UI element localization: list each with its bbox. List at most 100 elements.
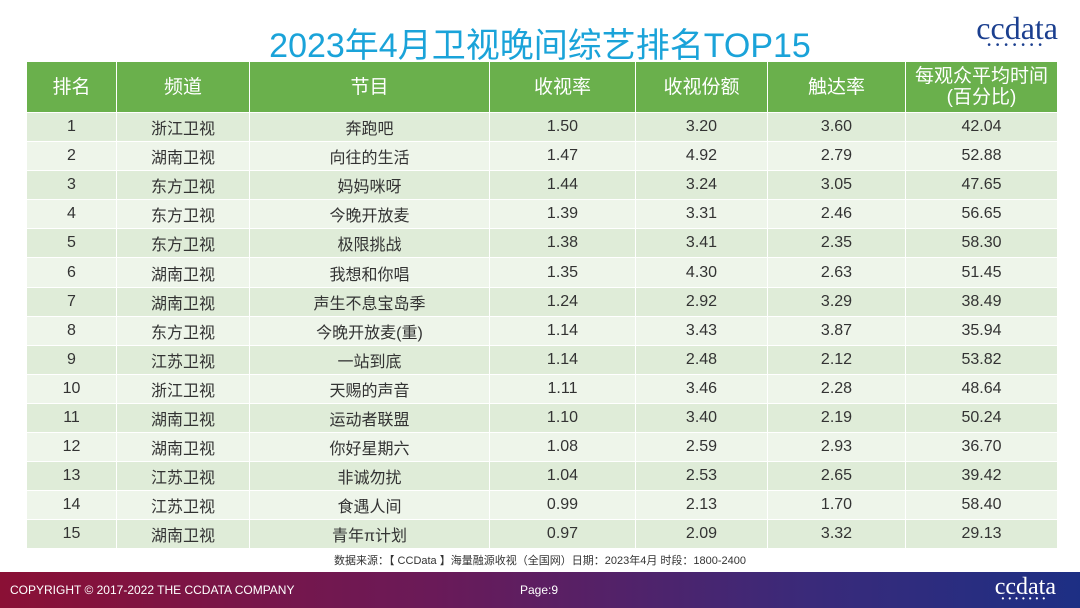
logo-dots: ••••••• xyxy=(987,40,1047,51)
header-reach: 触达率 xyxy=(768,62,906,112)
footer-logo-text: ccdata xyxy=(994,574,1056,600)
program-cell: 我想和你唱 xyxy=(250,257,490,287)
channel-cell: 东方卫视 xyxy=(117,199,250,229)
table-row: 7 湖南卫视 声生不息宝岛季 1.24 2.92 3.29 38.49 xyxy=(27,286,1057,316)
program-cell: 运动者联盟 xyxy=(250,402,490,433)
reach-cell: 2.12 xyxy=(768,344,906,374)
channel-cell: 湖南卫视 xyxy=(117,286,250,316)
footer-bar: COPYRIGHT © 2017-2022 THE CCDATA COMPANY… xyxy=(0,572,1080,608)
table-row: 1 浙江卫视 奔跑吧 1.50 3.20 3.60 42.04 xyxy=(27,112,1057,142)
avg-time-cell: 38.49 xyxy=(906,286,1057,316)
rating-cell: 1.04 xyxy=(490,461,636,491)
program-cell: 今晚开放麦 xyxy=(250,199,490,229)
reach-cell: 1.70 xyxy=(768,490,906,520)
share-cell: 4.30 xyxy=(636,257,768,287)
rank-cell: 9 xyxy=(27,344,117,374)
header-program: 节目 xyxy=(250,62,490,112)
reach-cell: 3.60 xyxy=(768,112,906,142)
page-title: 2023年4月卫视晚间综艺排名TOP15 xyxy=(269,27,811,65)
rating-cell: 1.39 xyxy=(490,199,636,229)
avg-time-cell: 42.04 xyxy=(906,112,1057,142)
reach-cell: 2.35 xyxy=(768,228,906,258)
channel-cell: 浙江卫视 xyxy=(117,373,250,403)
share-cell: 3.43 xyxy=(636,315,768,345)
avg-time-cell: 35.94 xyxy=(906,315,1057,345)
program-cell: 向往的生活 xyxy=(250,141,490,171)
avg-time-cell: 50.24 xyxy=(906,402,1057,433)
rank-cell: 6 xyxy=(27,257,117,287)
table-row: 11 湖南卫视 运动者联盟 1.10 3.40 2.19 50.24 xyxy=(27,402,1057,433)
table-row: 3 东方卫视 妈妈咪呀 1.44 3.24 3.05 47.65 xyxy=(27,170,1057,200)
footer-logo-dots: ••••••• xyxy=(1001,594,1050,603)
share-cell: 3.20 xyxy=(636,112,768,142)
table-row: 2 湖南卫视 向往的生活 1.47 4.92 2.79 52.88 xyxy=(27,141,1057,171)
rating-cell: 1.11 xyxy=(490,373,636,403)
data-source-note: 数据来源：【 CCData 】海量融源收视（全国网）日期：2023年4月 时段：… xyxy=(334,555,746,567)
ccdata-logo: ccdata ••••••• xyxy=(976,12,1058,51)
reach-cell: 2.63 xyxy=(768,257,906,287)
avg-time-cell: 47.65 xyxy=(906,170,1057,200)
channel-cell: 江苏卫视 xyxy=(117,344,250,374)
header-share: 收视份额 xyxy=(636,62,768,112)
reach-cell: 2.19 xyxy=(768,402,906,433)
rating-cell: 0.97 xyxy=(490,519,636,549)
rank-cell: 2 xyxy=(27,141,117,171)
share-cell: 4.92 xyxy=(636,141,768,171)
program-cell: 极限挑战 xyxy=(250,228,490,258)
rating-cell: 1.44 xyxy=(490,170,636,200)
channel-cell: 东方卫视 xyxy=(117,315,250,345)
channel-cell: 湖南卫视 xyxy=(117,141,250,171)
rank-cell: 8 xyxy=(27,315,117,345)
reach-cell: 2.46 xyxy=(768,199,906,229)
channel-cell: 湖南卫视 xyxy=(117,257,250,287)
header-avg-time-line2: (百分比) xyxy=(946,87,1017,108)
reach-cell: 3.29 xyxy=(768,286,906,316)
program-cell: 食遇人间 xyxy=(250,490,490,520)
channel-cell: 浙江卫视 xyxy=(117,112,250,142)
rank-cell: 10 xyxy=(27,373,117,403)
table-row: 10 浙江卫视 天赐的声音 1.11 3.46 2.28 48.64 xyxy=(27,373,1057,403)
copyright-text: COPYRIGHT © 2017-2022 THE CCDATA COMPANY xyxy=(10,583,295,597)
avg-time-cell: 48.64 xyxy=(906,373,1057,403)
share-cell: 2.92 xyxy=(636,286,768,316)
footer-logo: ccdata ••••••• xyxy=(995,574,1056,603)
channel-cell: 湖南卫视 xyxy=(117,519,250,549)
reach-cell: 2.93 xyxy=(768,432,906,462)
table-header-row: 排名 频道 节目 收视率 收视份额 触达率 每观众平均时间 (百分比) xyxy=(27,62,1057,112)
reach-cell: 3.05 xyxy=(768,170,906,200)
logo-text: ccdata xyxy=(976,10,1058,46)
program-cell: 非诚勿扰 xyxy=(250,461,490,491)
rank-cell: 12 xyxy=(27,432,117,462)
share-cell: 3.31 xyxy=(636,199,768,229)
avg-time-cell: 58.40 xyxy=(906,490,1057,520)
avg-time-cell: 36.70 xyxy=(906,432,1057,462)
rating-cell: 1.08 xyxy=(490,432,636,462)
avg-time-cell: 53.82 xyxy=(906,344,1057,374)
header-avg-time: 每观众平均时间 (百分比) xyxy=(906,62,1057,112)
share-cell: 2.53 xyxy=(636,461,768,491)
channel-cell: 江苏卫视 xyxy=(117,461,250,491)
table-row: 4 东方卫视 今晚开放麦 1.39 3.31 2.46 56.65 xyxy=(27,199,1057,229)
share-cell: 2.48 xyxy=(636,344,768,374)
reach-cell: 3.87 xyxy=(768,315,906,345)
reach-cell: 2.79 xyxy=(768,141,906,171)
table-row: 5 东方卫视 极限挑战 1.38 3.41 2.35 58.30 xyxy=(27,228,1057,258)
rank-cell: 13 xyxy=(27,461,117,491)
share-cell: 3.41 xyxy=(636,228,768,258)
table-row: 14 江苏卫视 食遇人间 0.99 2.13 1.70 58.40 xyxy=(27,490,1057,520)
table-row: 8 东方卫视 今晚开放麦(重) 1.14 3.43 3.87 35.94 xyxy=(27,315,1057,345)
rank-cell: 4 xyxy=(27,199,117,229)
program-cell: 青年π计划 xyxy=(250,519,490,549)
header-channel: 频道 xyxy=(117,62,250,112)
reach-cell: 3.32 xyxy=(768,519,906,549)
rating-cell: 1.47 xyxy=(490,141,636,171)
rating-cell: 1.10 xyxy=(490,402,636,433)
avg-time-cell: 56.65 xyxy=(906,199,1057,229)
rank-cell: 7 xyxy=(27,286,117,316)
avg-time-cell: 52.88 xyxy=(906,141,1057,171)
rating-cell: 1.24 xyxy=(490,286,636,316)
avg-time-cell: 51.45 xyxy=(906,257,1057,287)
table-row: 6 湖南卫视 我想和你唱 1.35 4.30 2.63 51.45 xyxy=(27,257,1057,287)
program-cell: 妈妈咪呀 xyxy=(250,170,490,200)
reach-cell: 2.65 xyxy=(768,461,906,491)
